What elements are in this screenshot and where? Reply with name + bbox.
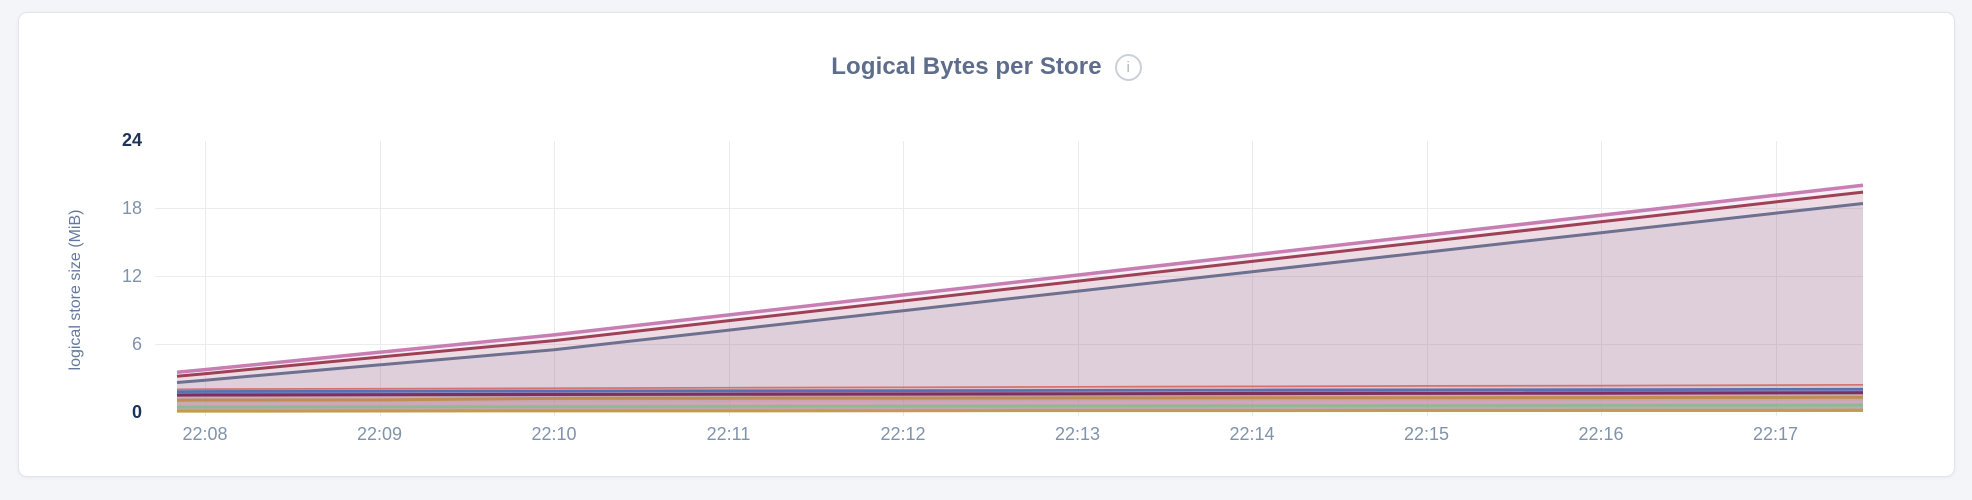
y-tick-label: 24: [121, 130, 142, 150]
y-tick-label: 6: [131, 334, 142, 354]
x-tick-label: 22:08: [182, 424, 228, 444]
y-tick-label: 0: [131, 402, 142, 422]
x-tick-label: 22:12: [880, 424, 926, 444]
x-tick-label: 22:10: [531, 424, 577, 444]
chart-title: Logical Bytes per Store: [831, 53, 1102, 80]
x-tick-label: 22:11: [706, 424, 751, 444]
x-tick-label: 22:13: [1054, 424, 1101, 444]
x-tick-label: 22:15: [1403, 424, 1450, 444]
y-tick-label: 18: [121, 198, 142, 218]
info-icon[interactable]: i: [1114, 53, 1142, 81]
x-tick-label: 22:09: [356, 424, 403, 444]
x-tick-label: 22:17: [1752, 424, 1799, 444]
plot-area[interactable]: [177, 140, 1863, 416]
x-tick-label: 22:14: [1229, 424, 1275, 444]
x-tick-label: 22:16: [1578, 424, 1624, 444]
y-tick-label: 12: [121, 266, 142, 286]
chart-header: Logical Bytes per Store i: [19, 53, 1954, 81]
info-icon-glyph: i: [1126, 58, 1130, 76]
